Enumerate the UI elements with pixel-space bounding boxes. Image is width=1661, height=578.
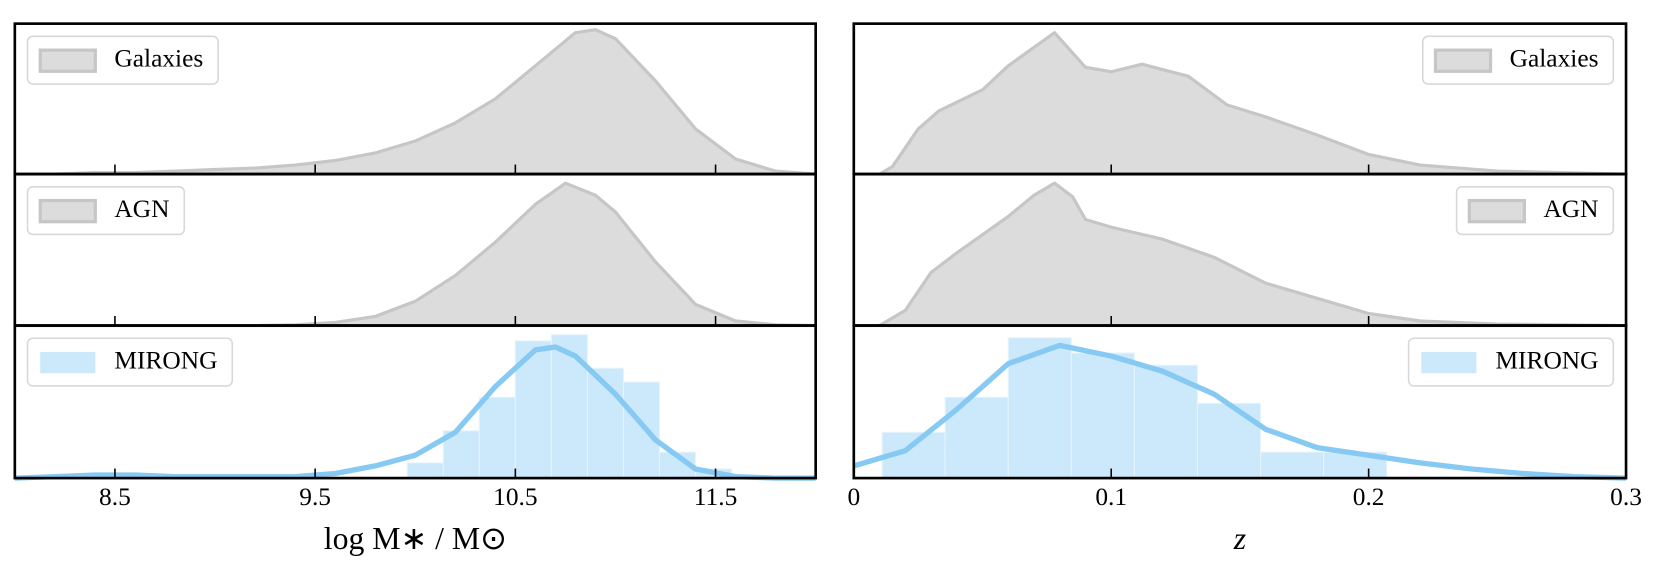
legend-patch	[38, 48, 97, 73]
legend: AGN	[26, 185, 186, 236]
kde-line	[853, 342, 1627, 481]
x-tick-label: 11.5	[694, 483, 738, 511]
panel-frame	[13, 324, 817, 480]
legend-label: AGN	[1543, 195, 1598, 223]
kde-line	[14, 344, 816, 481]
legend-label: MIRONG	[114, 346, 217, 374]
legend: Galaxies	[26, 35, 219, 85]
x-tick-label: 0.1	[1095, 483, 1127, 511]
panel: 8.5 9.5 10.5 11.5 log M∗ / M⊙ MIRONG	[13, 324, 817, 556]
density-area	[13, 28, 818, 176]
legend-label: Galaxies	[1510, 45, 1599, 73]
density-area	[852, 181, 1628, 328]
density-area	[852, 31, 1628, 176]
legend-patch	[1421, 352, 1477, 374]
legend-label: MIRONG	[1495, 346, 1598, 374]
legend-frame	[1407, 337, 1615, 387]
x-tick-label: 10.5	[493, 483, 537, 511]
panel: AGN	[13, 172, 818, 328]
legend-label: AGN	[114, 195, 169, 223]
panel: 0 0.1 0.2 0.3 z MIRONG	[847, 324, 1642, 556]
legend-frame	[26, 337, 234, 387]
histogram-bar	[1196, 402, 1262, 479]
panel: Galaxies	[852, 22, 1628, 176]
histogram-bar	[478, 396, 516, 479]
legend-patch	[40, 352, 96, 374]
x-tick-label: 0	[847, 483, 860, 511]
histogram-bar	[1259, 451, 1325, 479]
legend: AGN	[1455, 185, 1615, 236]
legend-patch	[38, 198, 97, 224]
x-tick-label: 8.5	[99, 483, 131, 511]
legend-label: Galaxies	[114, 45, 203, 73]
panel: AGN	[852, 172, 1628, 328]
x-tick-label: 0.2	[1353, 483, 1385, 511]
density-area	[13, 181, 818, 328]
legend: Galaxies	[1421, 35, 1615, 85]
legend: MIRONG	[1407, 337, 1615, 387]
legend: MIRONG	[26, 337, 234, 387]
x-tick-label: 9.5	[299, 483, 331, 511]
x-axis-label: log M∗ / M⊙	[324, 521, 507, 556]
histogram-bar	[406, 462, 444, 479]
legend-patch	[1467, 198, 1526, 224]
x-axis-label: z	[1233, 521, 1246, 556]
x-tick-label: 0.3	[1610, 483, 1642, 511]
panel-frame	[852, 324, 1628, 480]
legend-patch	[1433, 48, 1493, 73]
histogram-bar	[1070, 352, 1135, 479]
histogram-bar	[622, 381, 661, 479]
panel: Galaxies	[13, 22, 818, 176]
